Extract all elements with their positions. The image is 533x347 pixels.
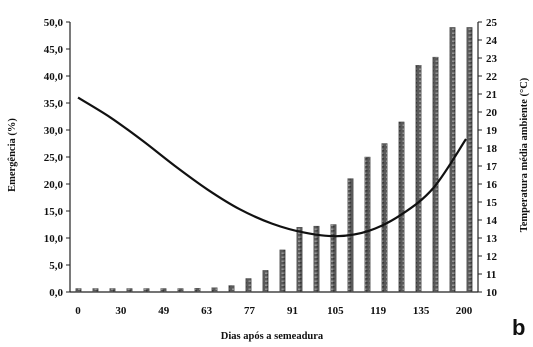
emergence-bar	[330, 224, 337, 293]
panel-letter: b	[512, 315, 525, 340]
y-tick-label: 50,0	[44, 17, 64, 29]
y2-tick-label: 19	[486, 125, 498, 137]
emergence-bar	[313, 225, 320, 293]
y-axis-title: Emergência (%)	[7, 118, 18, 192]
y-tick-label: 45,0	[44, 44, 64, 56]
y-tick-label: 0,0	[49, 287, 63, 299]
x-tick-label: 135	[413, 305, 430, 317]
x-tick-label: 49	[158, 305, 170, 317]
y2-tick-label: 10	[486, 287, 498, 299]
x-tick-label: 77	[244, 305, 256, 317]
y2-tick-label: 16	[486, 179, 498, 191]
x-tick-label: 91	[287, 305, 298, 317]
y2-tick-label: 17	[486, 161, 498, 173]
emergence-bar	[364, 156, 371, 293]
y2-axis-title: Temperatura média ambiente (°C)	[519, 77, 530, 232]
emergence-bar	[194, 288, 201, 293]
x-tick-label: 105	[327, 305, 344, 317]
emergence-bar	[109, 288, 116, 293]
axes-layer	[66, 21, 482, 293]
x-tick-label: 30	[115, 305, 127, 317]
emergence-bar	[143, 288, 150, 293]
y-tick-label: 35,0	[44, 98, 64, 110]
emergence-bar	[126, 288, 133, 293]
x-tick-label: 0	[75, 305, 81, 317]
y2-tick-label: 12	[486, 251, 498, 263]
emergence-bar	[296, 226, 303, 293]
emergence-bar	[279, 249, 286, 293]
emergence-bar	[75, 288, 82, 293]
x-tick-label: 119	[370, 305, 386, 317]
y2-tick-label: 21	[486, 89, 497, 101]
emergence-bar	[415, 64, 422, 293]
emergence-bar	[245, 278, 252, 293]
y2-tick-label: 20	[486, 107, 498, 119]
y2-tick-label: 13	[486, 233, 498, 245]
emergence-bar	[160, 288, 167, 293]
y-tick-label: 25,0	[44, 152, 64, 164]
y2-tick-label: 22	[486, 71, 498, 83]
y2-tick-label: 11	[486, 269, 496, 281]
bars-layer	[75, 27, 473, 293]
emergence-bar	[262, 270, 269, 293]
x-tick-label: 200	[456, 305, 473, 317]
x-axis-title: Dias após a semeadura	[221, 331, 324, 342]
y2-tick-label: 24	[486, 35, 498, 47]
emergence-bar	[466, 27, 473, 293]
y2-tick-label: 14	[486, 215, 498, 227]
x-tick-label: 63	[201, 305, 213, 317]
y-tick-label: 5,0	[49, 260, 63, 272]
emergence-bar	[432, 56, 439, 293]
emergence-bar	[92, 288, 99, 293]
y2-tick-label: 23	[486, 53, 498, 65]
y-tick-label: 30,0	[44, 125, 64, 137]
y-tick-label: 20,0	[44, 179, 64, 191]
y2-tick-label: 18	[486, 143, 498, 155]
y-tick-label: 40,0	[44, 71, 64, 83]
emergence-bar	[228, 285, 235, 293]
emergence-bar	[398, 121, 405, 293]
y2-tick-label: 25	[486, 17, 498, 29]
temperature-line-layer	[77, 96, 467, 238]
emergence-bar	[177, 288, 184, 293]
y2-tick-label: 15	[486, 197, 498, 209]
emergence-bar	[211, 287, 218, 293]
y-tick-label: 15,0	[44, 206, 64, 218]
tick-labels-layer: 0,0 5,0 10,0 15,0 20,0 25,0 30,0 35,0 40,0 45,0 50…	[44, 17, 498, 317]
y-tick-label: 10,0	[44, 233, 64, 245]
temperature-line	[77, 96, 467, 238]
emergence-bar	[381, 143, 388, 293]
